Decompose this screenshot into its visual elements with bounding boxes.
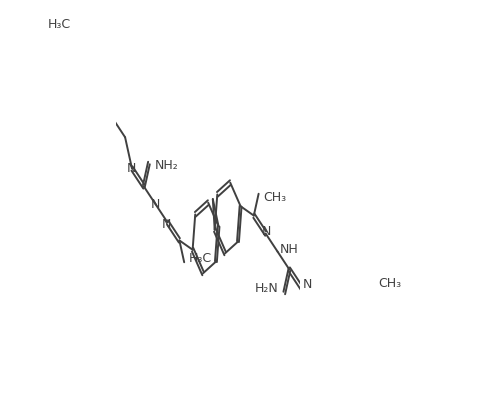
Text: N: N: [262, 225, 271, 238]
Text: N: N: [302, 278, 312, 291]
Text: H₂N: H₂N: [255, 282, 279, 296]
Text: H₃C: H₃C: [47, 19, 70, 32]
Text: H₃C: H₃C: [189, 252, 212, 265]
Text: NH₂: NH₂: [154, 158, 178, 171]
Text: NH: NH: [280, 243, 298, 256]
Text: N: N: [161, 218, 171, 231]
Text: N: N: [151, 198, 161, 211]
Text: N: N: [126, 162, 136, 175]
Text: CH₃: CH₃: [378, 277, 401, 290]
Text: CH₃: CH₃: [263, 191, 286, 204]
